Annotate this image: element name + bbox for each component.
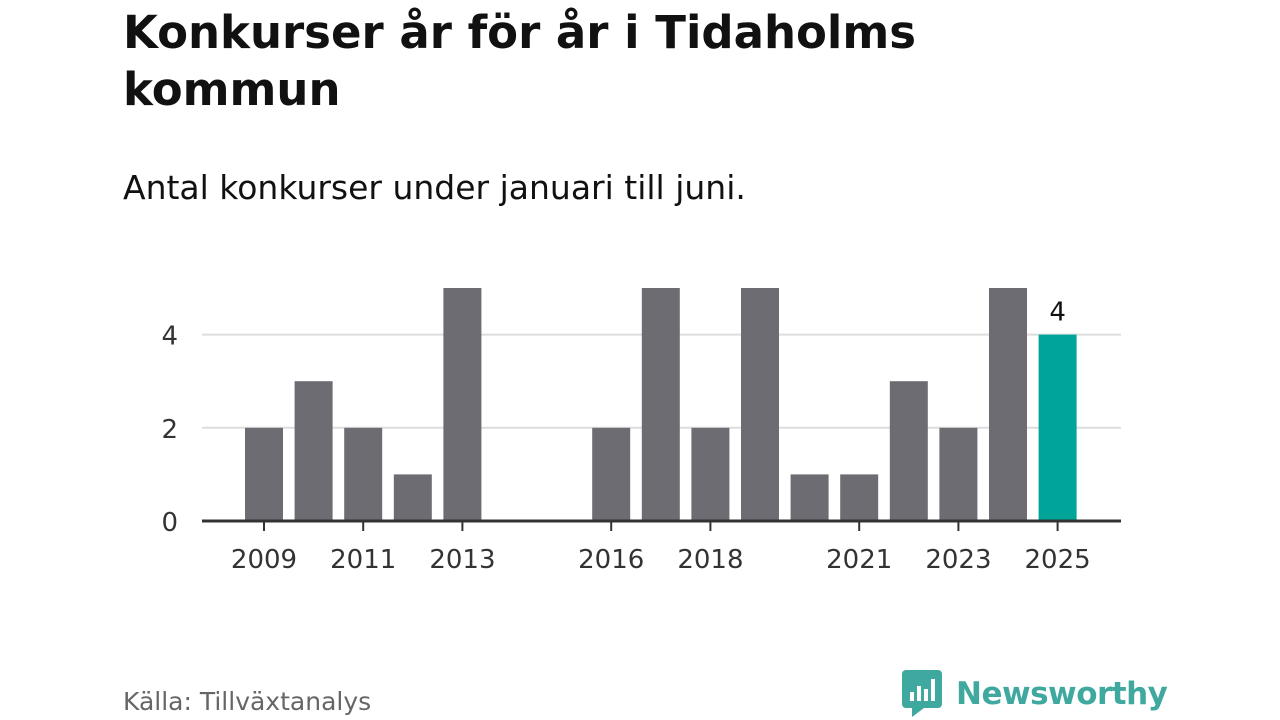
bar bbox=[592, 427, 631, 521]
bar bbox=[294, 381, 333, 521]
bar bbox=[344, 427, 383, 521]
bar bbox=[1038, 334, 1077, 521]
bar-chart: 0 2 4 4 2009 2011 2013 2016 2018 2021 2023 2025 bbox=[161, 288, 1121, 575]
x-tick-label: 2011 bbox=[330, 545, 396, 575]
x-tick-label: 2023 bbox=[925, 545, 991, 575]
data-label: 4 bbox=[1049, 298, 1066, 328]
newsworthy-logo-icon bbox=[902, 670, 942, 717]
brand-name: Newsworthy bbox=[956, 676, 1168, 712]
x-tick-label: 2009 bbox=[231, 545, 297, 575]
bar bbox=[691, 427, 730, 521]
bar bbox=[741, 288, 779, 521]
x-tick-label: 2025 bbox=[1025, 545, 1091, 575]
bar bbox=[790, 474, 829, 521]
y-tick-label: 4 bbox=[161, 322, 178, 352]
bar bbox=[443, 288, 482, 521]
x-tick-label: 2013 bbox=[429, 545, 495, 575]
x-tick-label: 2021 bbox=[826, 545, 892, 575]
bar bbox=[840, 474, 879, 521]
bar bbox=[989, 288, 1027, 521]
bar bbox=[889, 381, 928, 521]
bar bbox=[393, 474, 432, 521]
y-tick-label: 2 bbox=[161, 415, 178, 445]
source-note: Källa: Tillväxtanalys bbox=[123, 687, 372, 716]
bar bbox=[641, 288, 680, 521]
chart-title: Konkurser år för år i Tidaholms kommun bbox=[123, 6, 916, 116]
bar bbox=[245, 427, 283, 521]
y-tick-label: 0 bbox=[161, 508, 178, 538]
x-tick-label: 2016 bbox=[578, 545, 644, 575]
bar bbox=[939, 427, 978, 521]
x-tick-label: 2018 bbox=[677, 545, 743, 575]
brand[interactable]: Newsworthy bbox=[902, 670, 1168, 718]
chart-subtitle: Antal konkurser under januari till juni. bbox=[123, 168, 746, 207]
